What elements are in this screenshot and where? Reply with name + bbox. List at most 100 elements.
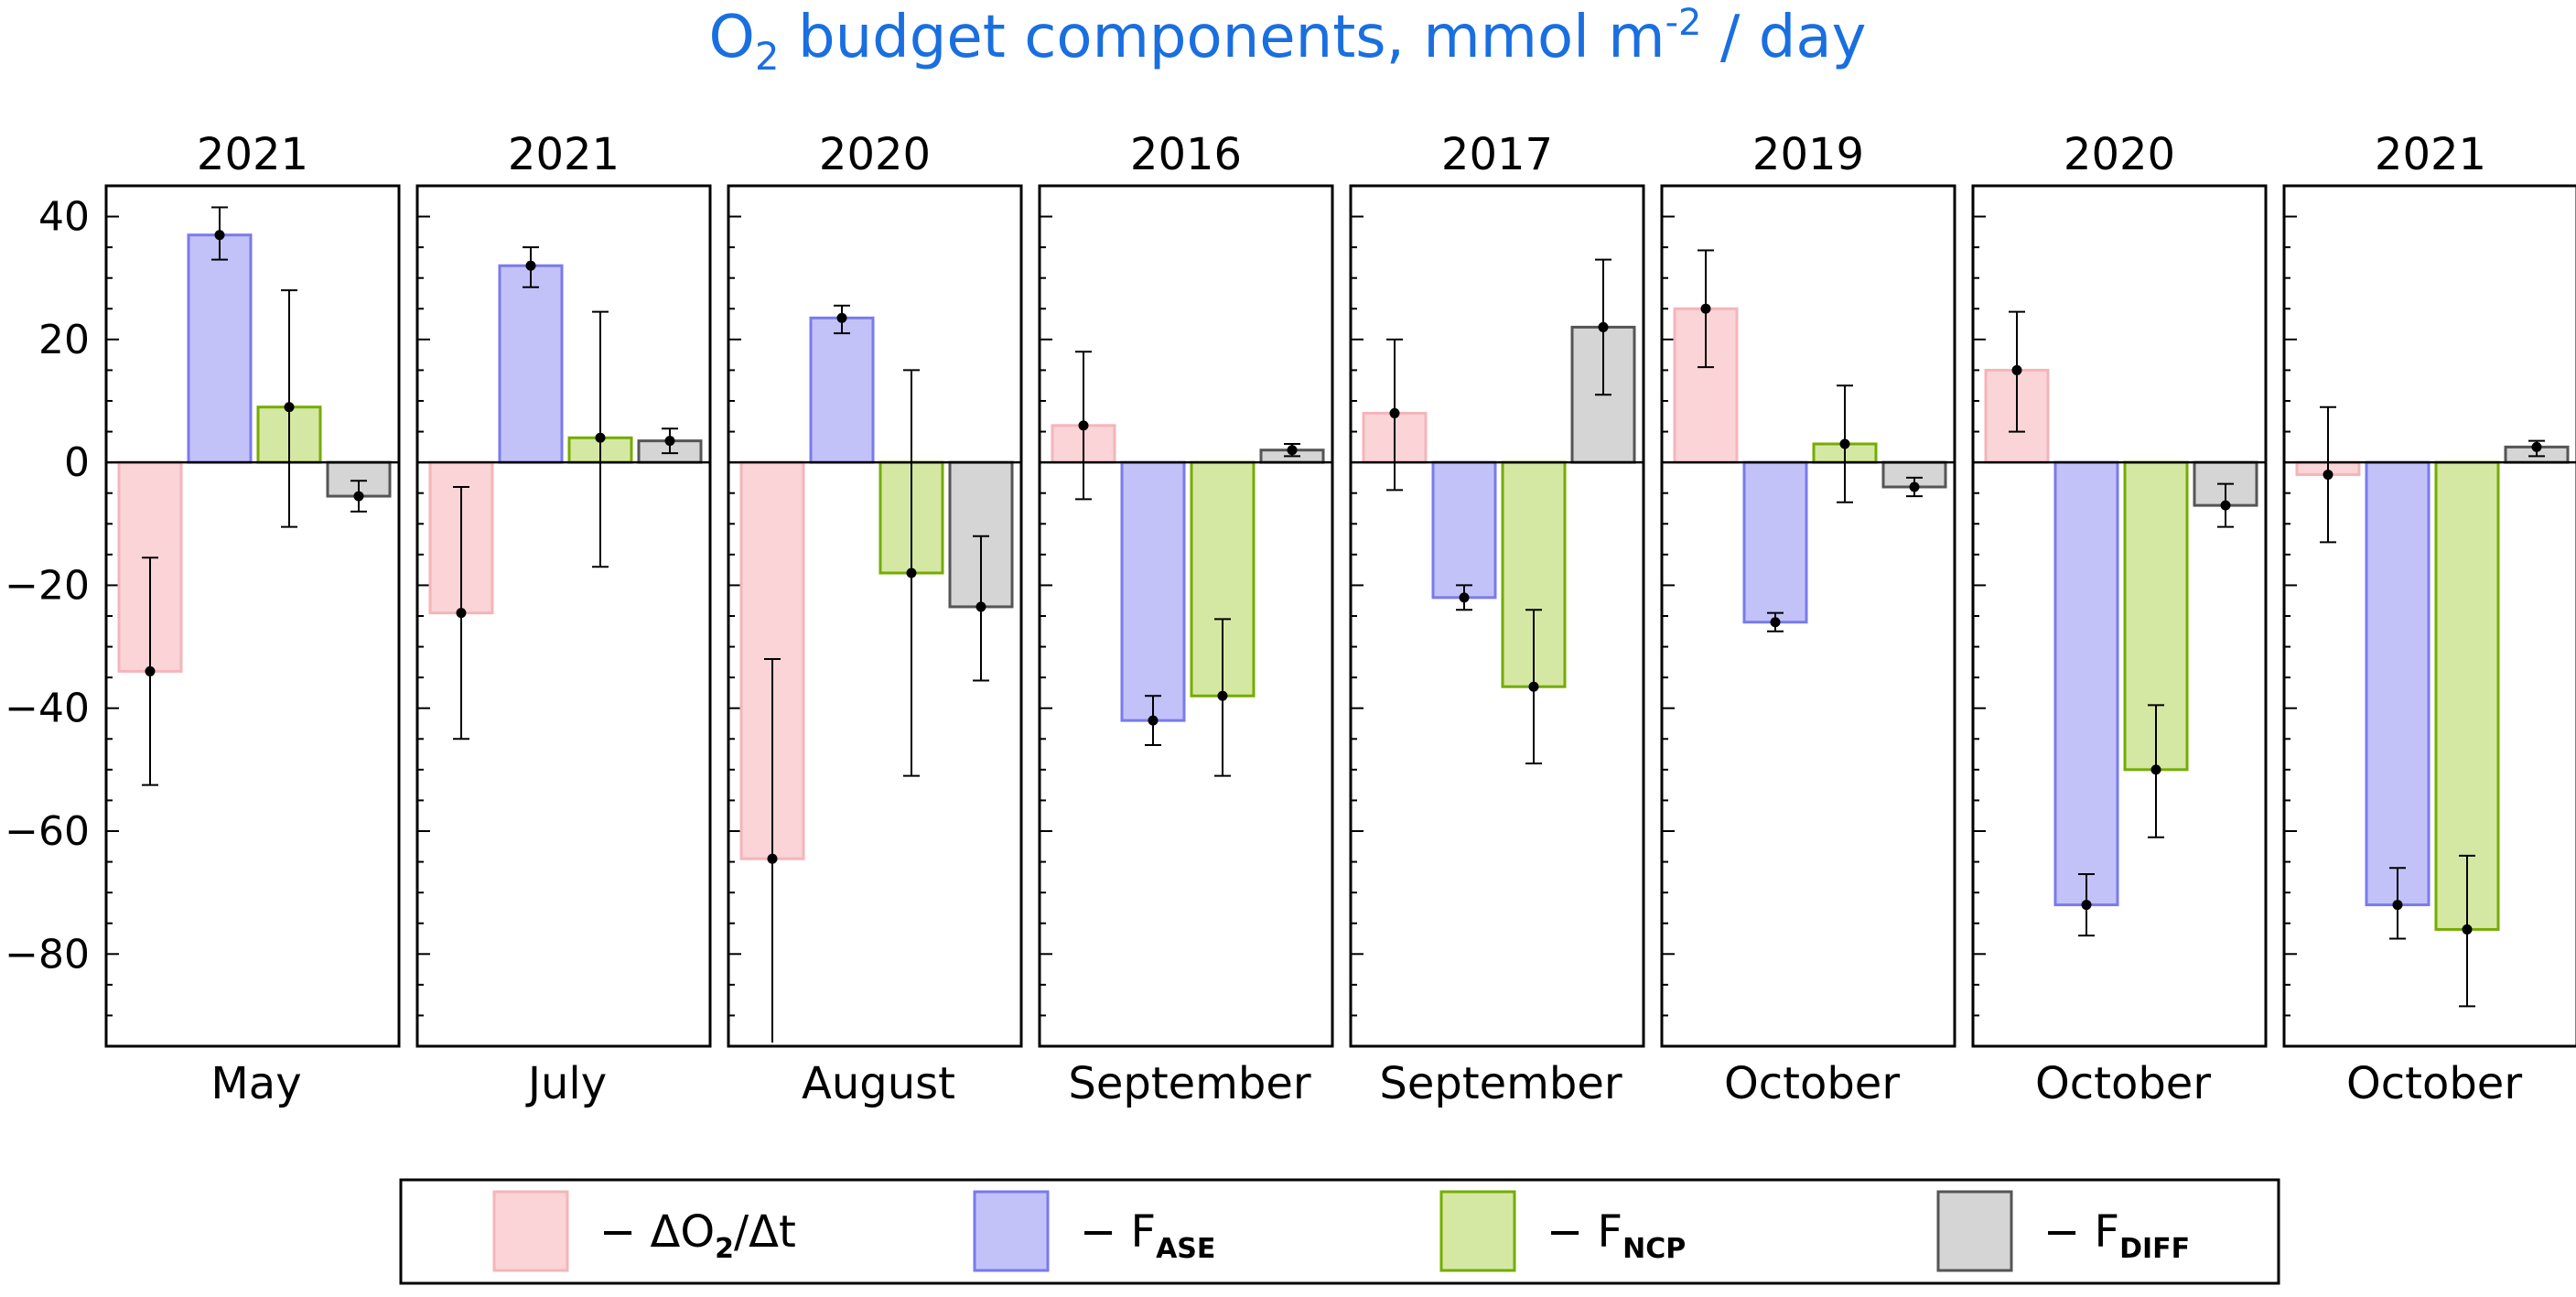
panel-year-label: 2021 xyxy=(2375,129,2486,180)
data-point xyxy=(525,260,536,271)
legend-dash: − xyxy=(1547,1206,1597,1258)
panel-year-label: 2019 xyxy=(1752,129,1864,180)
legend-subscript: DIFF xyxy=(2119,1233,2190,1265)
panel-4: 2016 September xyxy=(1038,129,1334,1109)
y-tick-label: −40 xyxy=(5,686,90,732)
legend-swatch-3 xyxy=(1439,1190,1516,1272)
legend-swatch-2 xyxy=(973,1190,1050,1272)
panel-month-label: October xyxy=(2035,1058,2211,1109)
data-point xyxy=(975,601,986,612)
data-point xyxy=(145,665,156,676)
legend-symbol: F xyxy=(2094,1206,2119,1258)
panel-year-label: 2020 xyxy=(2064,129,2175,180)
title-subscript: 2 xyxy=(755,34,780,79)
data-point xyxy=(2531,441,2542,452)
bar-2 xyxy=(1120,460,1186,722)
data-point xyxy=(1217,690,1228,701)
panel-6: 2019 October xyxy=(1660,129,1956,1109)
panel-month-label: September xyxy=(1068,1058,1311,1109)
y-tick-label: −80 xyxy=(5,931,90,978)
legend-swatch-4 xyxy=(1936,1190,2013,1272)
bar-2 xyxy=(1431,460,1497,600)
legend-dash: − xyxy=(599,1206,650,1258)
legend-label-2: − FASE xyxy=(1080,1206,1215,1265)
data-point xyxy=(1389,407,1400,418)
y-tick-label: −20 xyxy=(5,562,90,609)
y-tick-label: −60 xyxy=(5,808,90,855)
data-point xyxy=(353,491,364,502)
data-point xyxy=(1459,592,1470,603)
legend-label-4: − FDIFF xyxy=(2043,1206,2190,1265)
bar-2 xyxy=(187,233,253,464)
data-point xyxy=(2323,470,2333,481)
data-point xyxy=(906,567,917,578)
panel-month-label: October xyxy=(2346,1058,2522,1109)
legend: − ΔO2/Δt − FASE − FNCP − FDIFF xyxy=(399,1178,2280,1285)
panel-month-label: August xyxy=(802,1058,955,1109)
panel-month-label: May xyxy=(210,1058,301,1109)
legend-subscript: NCP xyxy=(1622,1233,1686,1265)
legend-symbol: ΔO xyxy=(650,1206,715,1258)
legend-dash: − xyxy=(2043,1206,2094,1258)
data-point xyxy=(2081,900,2092,911)
panel-frame xyxy=(1038,184,1334,1048)
title-exponent: -2 xyxy=(1665,2,1702,44)
data-point xyxy=(1839,438,1850,449)
panel-5: 2017 September xyxy=(1349,129,1645,1109)
panels: 2021May2021July2020August2016September20… xyxy=(104,129,2576,1109)
bar-3 xyxy=(2434,460,2500,931)
bar-2 xyxy=(1742,460,1808,624)
data-point xyxy=(214,230,225,241)
panel-7: 2020 October xyxy=(1971,129,2268,1109)
title-o: O xyxy=(709,4,755,71)
title-middle: budget components, mmol m xyxy=(780,4,1665,71)
y-tick-label: 20 xyxy=(38,317,90,363)
data-point xyxy=(1700,303,1711,314)
y-tick-label: 0 xyxy=(64,439,90,486)
data-point xyxy=(664,436,675,447)
panel-month-label: October xyxy=(1724,1058,1900,1109)
data-point xyxy=(284,402,295,413)
panel-year-label: 2020 xyxy=(819,129,931,180)
panel-8: 2021 October xyxy=(2282,129,2576,1109)
legend-label-3: − FNCP xyxy=(1547,1206,1686,1265)
data-point xyxy=(2150,764,2161,775)
chart-title: O2 budget components, mmol m-2 / day xyxy=(709,2,1867,79)
data-point xyxy=(1148,715,1159,726)
panel-1: 2021 May xyxy=(104,129,401,1109)
panel-year-label: 2016 xyxy=(1130,129,1242,180)
y-tick-label: 40 xyxy=(38,194,90,241)
panel-month-label: September xyxy=(1379,1058,1622,1109)
bar-2 xyxy=(809,316,875,464)
data-point xyxy=(595,432,606,443)
legend-subscript: ASE xyxy=(1156,1233,1215,1265)
bar-2 xyxy=(2053,460,2119,907)
data-point xyxy=(767,853,778,864)
legend-swatch-1 xyxy=(492,1190,569,1272)
data-point xyxy=(1528,681,1539,692)
legend-symbol: F xyxy=(1130,1206,1156,1258)
data-point xyxy=(836,312,847,323)
bar-2 xyxy=(2365,460,2430,907)
data-point xyxy=(1078,420,1089,431)
data-point xyxy=(1287,445,1298,456)
data-point xyxy=(2220,500,2231,511)
legend-dash: − xyxy=(1080,1206,1130,1258)
title-end: / day xyxy=(1702,4,1867,71)
panel-frame xyxy=(1349,184,1645,1048)
data-point xyxy=(1770,617,1781,628)
panel-year-label: 2021 xyxy=(508,129,620,180)
legend-subscript: 2 xyxy=(715,1233,734,1265)
bar-2 xyxy=(498,264,564,464)
data-point xyxy=(2011,364,2022,375)
panel-3: 2020 August xyxy=(727,129,1023,1109)
panel-year-label: 2017 xyxy=(1441,129,1553,180)
data-point xyxy=(456,608,467,619)
data-point xyxy=(2462,924,2473,935)
legend-label-1: − ΔO2/Δt xyxy=(599,1206,796,1265)
panel-month-label: July xyxy=(525,1058,607,1109)
legend-symbol: F xyxy=(1597,1206,1622,1258)
y-axis: 40 20 0 −20 −40 −60 −80 xyxy=(5,194,90,978)
data-point xyxy=(2392,900,2403,911)
